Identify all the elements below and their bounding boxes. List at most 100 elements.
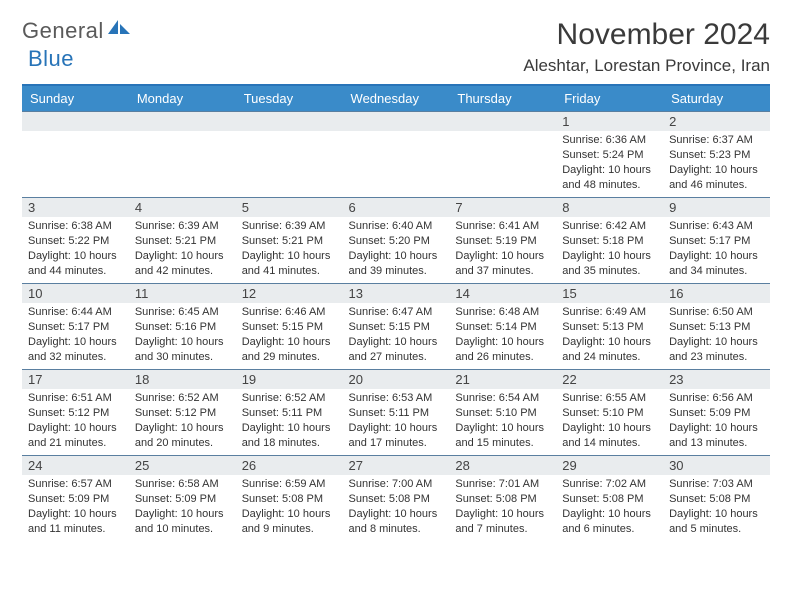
sunset-line: Sunset: 5:09 PM [135, 492, 230, 507]
sunset-line: Sunset: 5:10 PM [455, 406, 550, 421]
day-number: 4 [129, 198, 236, 217]
sunset-line: Sunset: 5:09 PM [28, 492, 123, 507]
daylight-line: Daylight: 10 hours and 48 minutes. [562, 163, 657, 193]
sunset-line: Sunset: 5:12 PM [135, 406, 230, 421]
calendar-day-cell: 9Sunrise: 6:43 AMSunset: 5:17 PMDaylight… [663, 198, 770, 284]
sunrise-line: Sunrise: 6:59 AM [242, 477, 337, 492]
sunrise-line: Sunrise: 6:52 AM [242, 391, 337, 406]
day-number: 9 [663, 198, 770, 217]
calendar-day-cell: 25Sunrise: 6:58 AMSunset: 5:09 PMDayligh… [129, 456, 236, 542]
daylight-line: Daylight: 10 hours and 44 minutes. [28, 249, 123, 279]
sunrise-line: Sunrise: 6:39 AM [242, 219, 337, 234]
day-info: Sunrise: 6:50 AMSunset: 5:13 PMDaylight:… [669, 305, 764, 364]
day-number: 8 [556, 198, 663, 217]
day-info: Sunrise: 6:53 AMSunset: 5:11 PMDaylight:… [349, 391, 444, 450]
daylight-line: Daylight: 10 hours and 42 minutes. [135, 249, 230, 279]
sunrise-line: Sunrise: 6:58 AM [135, 477, 230, 492]
calendar-table: Sunday Monday Tuesday Wednesday Thursday… [22, 84, 770, 542]
sunrise-line: Sunrise: 6:42 AM [562, 219, 657, 234]
day-number: 14 [449, 284, 556, 303]
day-info: Sunrise: 6:55 AMSunset: 5:10 PMDaylight:… [562, 391, 657, 450]
calendar-day-cell: 23Sunrise: 6:56 AMSunset: 5:09 PMDayligh… [663, 370, 770, 456]
day-number: 15 [556, 284, 663, 303]
calendar-day-cell [22, 112, 129, 198]
weekday-header: Monday [129, 85, 236, 112]
day-info: Sunrise: 6:42 AMSunset: 5:18 PMDaylight:… [562, 219, 657, 278]
day-number: 18 [129, 370, 236, 389]
sunrise-line: Sunrise: 7:02 AM [562, 477, 657, 492]
day-number: 17 [22, 370, 129, 389]
calendar-day-cell: 3Sunrise: 6:38 AMSunset: 5:22 PMDaylight… [22, 198, 129, 284]
sunset-line: Sunset: 5:11 PM [349, 406, 444, 421]
calendar-day-cell: 16Sunrise: 6:50 AMSunset: 5:13 PMDayligh… [663, 284, 770, 370]
day-info: Sunrise: 6:44 AMSunset: 5:17 PMDaylight:… [28, 305, 123, 364]
sunrise-line: Sunrise: 6:51 AM [28, 391, 123, 406]
sunset-line: Sunset: 5:14 PM [455, 320, 550, 335]
sunrise-line: Sunrise: 6:49 AM [562, 305, 657, 320]
calendar-day-cell: 20 Sunrise: 6:53 AMSunset: 5:11 PMDayligh… [343, 370, 450, 456]
daylight-line: Daylight: 10 hours and 10 minutes. [135, 507, 230, 537]
calendar-day-cell: 18 Sunrise: 6:52 AMSunset: 5:12 PMDayligh… [129, 370, 236, 456]
calendar-week-row: 24Sunrise: 6:57 AMSunset: 5:09 PMDayligh… [22, 456, 770, 542]
weekday-header: Sunday [22, 85, 129, 112]
day-info: Sunrise: 6:49 AMSunset: 5:13 PMDaylight:… [562, 305, 657, 364]
day-number: 6 [343, 198, 450, 217]
daylight-line: Daylight: 10 hours and 30 minutes. [135, 335, 230, 365]
page-title: November 2024 [523, 18, 770, 52]
calendar-day-cell: 5Sunrise: 6:39 AMSunset: 5:21 PMDaylight… [236, 198, 343, 284]
sunrise-line: Sunrise: 6:45 AM [135, 305, 230, 320]
sunset-line: Sunset: 5:17 PM [28, 320, 123, 335]
day-number: 28 [449, 456, 556, 475]
calendar-day-cell: 6 Sunrise: 6:40 AMSunset: 5:20 PMDaylight… [343, 198, 450, 284]
weekday-header: Saturday [663, 85, 770, 112]
sunrise-line: Sunrise: 6:55 AM [562, 391, 657, 406]
sunset-line: Sunset: 5:13 PM [562, 320, 657, 335]
day-number: 1 [556, 112, 663, 131]
calendar-day-cell: 8 Sunrise: 6:42 AMSunset: 5:18 PMDaylight… [556, 198, 663, 284]
sunset-line: Sunset: 5:22 PM [28, 234, 123, 249]
day-info: Sunrise: 6:40 AMSunset: 5:20 PMDaylight:… [349, 219, 444, 278]
sunrise-line: Sunrise: 6:52 AM [135, 391, 230, 406]
sunset-line: Sunset: 5:08 PM [349, 492, 444, 507]
sunrise-line: Sunrise: 6:39 AM [135, 219, 230, 234]
day-number: 19 [236, 370, 343, 389]
day-number: 30 [663, 456, 770, 475]
sail-icon [106, 18, 132, 36]
sunset-line: Sunset: 5:21 PM [242, 234, 337, 249]
day-info: Sunrise: 6:56 AMSunset: 5:09 PMDaylight:… [669, 391, 764, 450]
sunrise-line: Sunrise: 6:48 AM [455, 305, 550, 320]
calendar-day-cell: 19Sunrise: 6:52 AMSunset: 5:11 PMDayligh… [236, 370, 343, 456]
sunset-line: Sunset: 5:08 PM [562, 492, 657, 507]
calendar-day-cell: 27Sunrise: 7:00 AMSunset: 5:08 PMDayligh… [343, 456, 450, 542]
calendar-day-cell: 28 Sunrise: 7:01 AMSunset: 5:08 PMDayligh… [449, 456, 556, 542]
sunrise-line: Sunrise: 6:57 AM [28, 477, 123, 492]
day-number: 20 [343, 370, 450, 389]
day-info: Sunrise: 6:48 AMSunset: 5:14 PMDaylight:… [455, 305, 550, 364]
day-number: 13 [343, 284, 450, 303]
day-info: Sunrise: 7:01 AMSunset: 5:08 PMDaylight:… [455, 477, 550, 536]
day-info: Sunrise: 6:54 AMSunset: 5:10 PMDaylight:… [455, 391, 550, 450]
calendar-week-row: 3Sunrise: 6:38 AMSunset: 5:22 PMDaylight… [22, 198, 770, 284]
day-number [129, 112, 236, 131]
title-block: November 2024 Aleshtar, Lorestan Provinc… [523, 18, 770, 76]
sunset-line: Sunset: 5:10 PM [562, 406, 657, 421]
sunset-line: Sunset: 5:09 PM [669, 406, 764, 421]
sunset-line: Sunset: 5:20 PM [349, 234, 444, 249]
day-info: Sunrise: 6:39 AMSunset: 5:21 PMDaylight:… [242, 219, 337, 278]
sunrise-line: Sunrise: 6:46 AM [242, 305, 337, 320]
brand-logo: General [22, 18, 134, 44]
day-info: Sunrise: 6:52 AMSunset: 5:12 PMDaylight:… [135, 391, 230, 450]
calendar-day-cell: 13 Sunrise: 6:47 AMSunset: 5:15 PMDayligh… [343, 284, 450, 370]
calendar-day-cell: 1 Sunrise: 6:36 AMSunset: 5:24 PMDaylight… [556, 112, 663, 198]
day-info: Sunrise: 6:47 AMSunset: 5:15 PMDaylight:… [349, 305, 444, 364]
sunset-line: Sunset: 5:23 PM [669, 148, 764, 163]
sunset-line: Sunset: 5:18 PM [562, 234, 657, 249]
sunset-line: Sunset: 5:11 PM [242, 406, 337, 421]
sunset-line: Sunset: 5:13 PM [669, 320, 764, 335]
calendar-day-cell: 26Sunrise: 6:59 AMSunset: 5:08 PMDayligh… [236, 456, 343, 542]
daylight-line: Daylight: 10 hours and 27 minutes. [349, 335, 444, 365]
sunrise-line: Sunrise: 6:43 AM [669, 219, 764, 234]
sunset-line: Sunset: 5:19 PM [455, 234, 550, 249]
sunrise-line: Sunrise: 7:01 AM [455, 477, 550, 492]
day-info: Sunrise: 6:36 AMSunset: 5:24 PMDaylight:… [562, 133, 657, 192]
